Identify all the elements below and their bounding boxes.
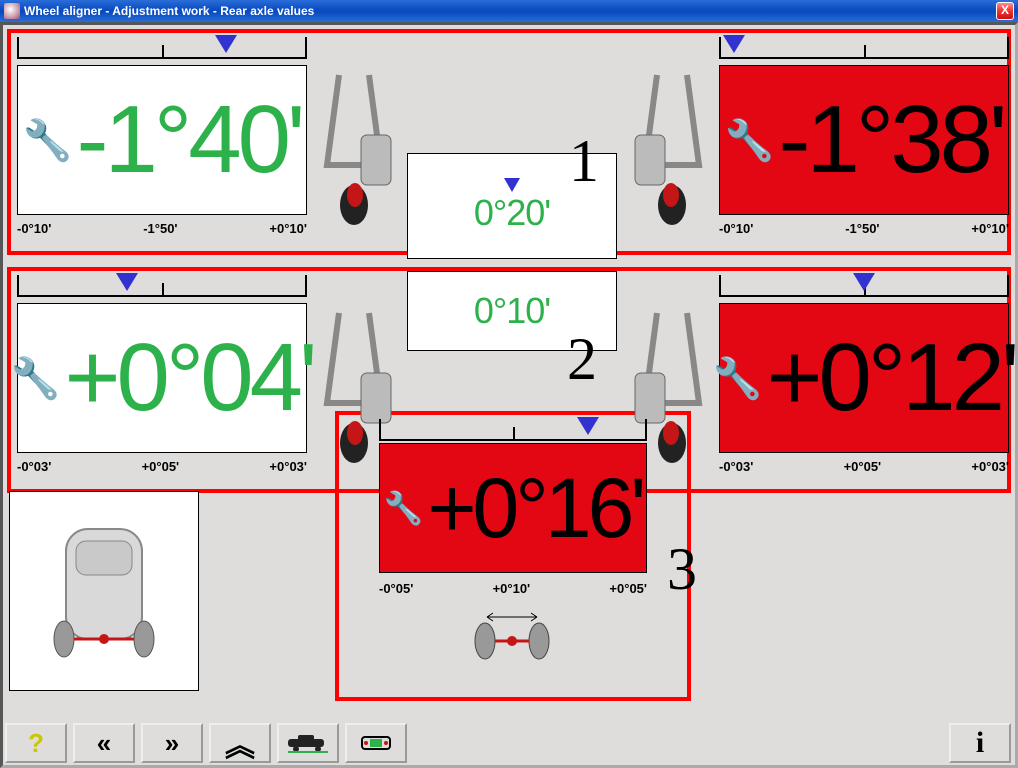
- index-number-1: 1: [569, 127, 599, 196]
- tol-min: -0°03': [17, 459, 51, 474]
- wrench-icon: 🔧: [23, 117, 73, 164]
- index-number-3: 3: [667, 535, 697, 604]
- readout-2-right: 🔧 +0°12': [719, 303, 1009, 453]
- scale-2-right: [719, 273, 1009, 299]
- tol-max: +0°10': [269, 221, 307, 236]
- tol-nom: +0°05': [844, 459, 882, 474]
- scale-1-left: [17, 35, 307, 61]
- vehicle-preview: [9, 491, 199, 691]
- close-button[interactable]: X: [996, 2, 1014, 20]
- wheel-graphic-right-1: [629, 65, 715, 225]
- center-value-2: 0°10': [474, 290, 550, 332]
- toolbar: ? « » ︽: [5, 723, 407, 763]
- value-2-right: +0°12': [766, 323, 1015, 433]
- value-1-left: -1°40': [76, 85, 301, 195]
- scale-2-left: [17, 273, 307, 299]
- value-3: +0°16': [428, 460, 643, 557]
- readout-3-total: 🔧 +0°16': [379, 443, 647, 573]
- readout-1-right: 🔧 -1°38': [719, 65, 1009, 215]
- tol-nom: +0°10': [493, 581, 531, 596]
- window-titlebar: Wheel aligner - Adjustment work - Rear a…: [0, 0, 1018, 22]
- tolerance-1-left: -0°10' -1°50' +0°10': [17, 221, 307, 236]
- tol-max: +0°10': [971, 221, 1009, 236]
- tol-min: -0°05': [379, 581, 413, 596]
- window-title: Wheel aligner - Adjustment work - Rear a…: [24, 4, 314, 18]
- tol-min: -0°10': [719, 221, 753, 236]
- tol-max: +0°05': [609, 581, 647, 596]
- scale-1-right: [719, 35, 1009, 61]
- wrench-icon: 🔧: [11, 355, 61, 402]
- center-value-1: 0°20': [474, 192, 550, 234]
- tolerance-2-left: -0°03' +0°05' +0°03': [17, 459, 307, 474]
- readout-2-left: 🔧 +0°04': [17, 303, 307, 453]
- tol-nom: -1°50': [845, 221, 879, 236]
- up-button[interactable]: ︽: [209, 723, 271, 763]
- prev-button[interactable]: «: [73, 723, 135, 763]
- wrench-icon: 🔧: [725, 117, 775, 164]
- tol-max: +0°03': [971, 459, 1009, 474]
- info-label: i: [976, 726, 984, 760]
- tol-nom: -1°50': [143, 221, 177, 236]
- tolerance-3: -0°05' +0°10' +0°05': [379, 581, 647, 596]
- prev-label: «: [97, 728, 111, 759]
- tolerance-1-right: -0°10' -1°50' +0°10': [719, 221, 1009, 236]
- readout-1-left: 🔧 -1°40': [17, 65, 307, 215]
- help-button[interactable]: ?: [5, 723, 67, 763]
- wheel-graphic-left-1: [311, 65, 397, 225]
- tol-max: +0°03': [269, 459, 307, 474]
- info-button[interactable]: i: [949, 723, 1011, 763]
- scale-3: [379, 417, 647, 443]
- help-label: ?: [28, 728, 44, 759]
- tol-min: -0°03': [719, 459, 753, 474]
- wrench-icon: 🔧: [384, 489, 424, 527]
- value-2-left: +0°04': [64, 323, 313, 433]
- tolerance-2-right: -0°03' +0°05' +0°03': [719, 459, 1009, 474]
- next-label: »: [165, 728, 179, 759]
- tol-min: -0°10': [17, 221, 51, 236]
- axle-diagram: [467, 607, 557, 672]
- vehicle-button[interactable]: [277, 723, 339, 763]
- app-icon: [4, 3, 20, 19]
- content-area: 🔧 -1°40' -0°10' -1°50' +0°10' 🔧 -1°38' -…: [0, 22, 1018, 768]
- value-1-right: -1°38': [778, 85, 1003, 195]
- wrench-icon: 🔧: [713, 355, 763, 402]
- alignment-button[interactable]: [345, 723, 407, 763]
- index-number-2: 2: [567, 325, 597, 394]
- tol-nom: +0°05': [142, 459, 180, 474]
- next-button[interactable]: »: [141, 723, 203, 763]
